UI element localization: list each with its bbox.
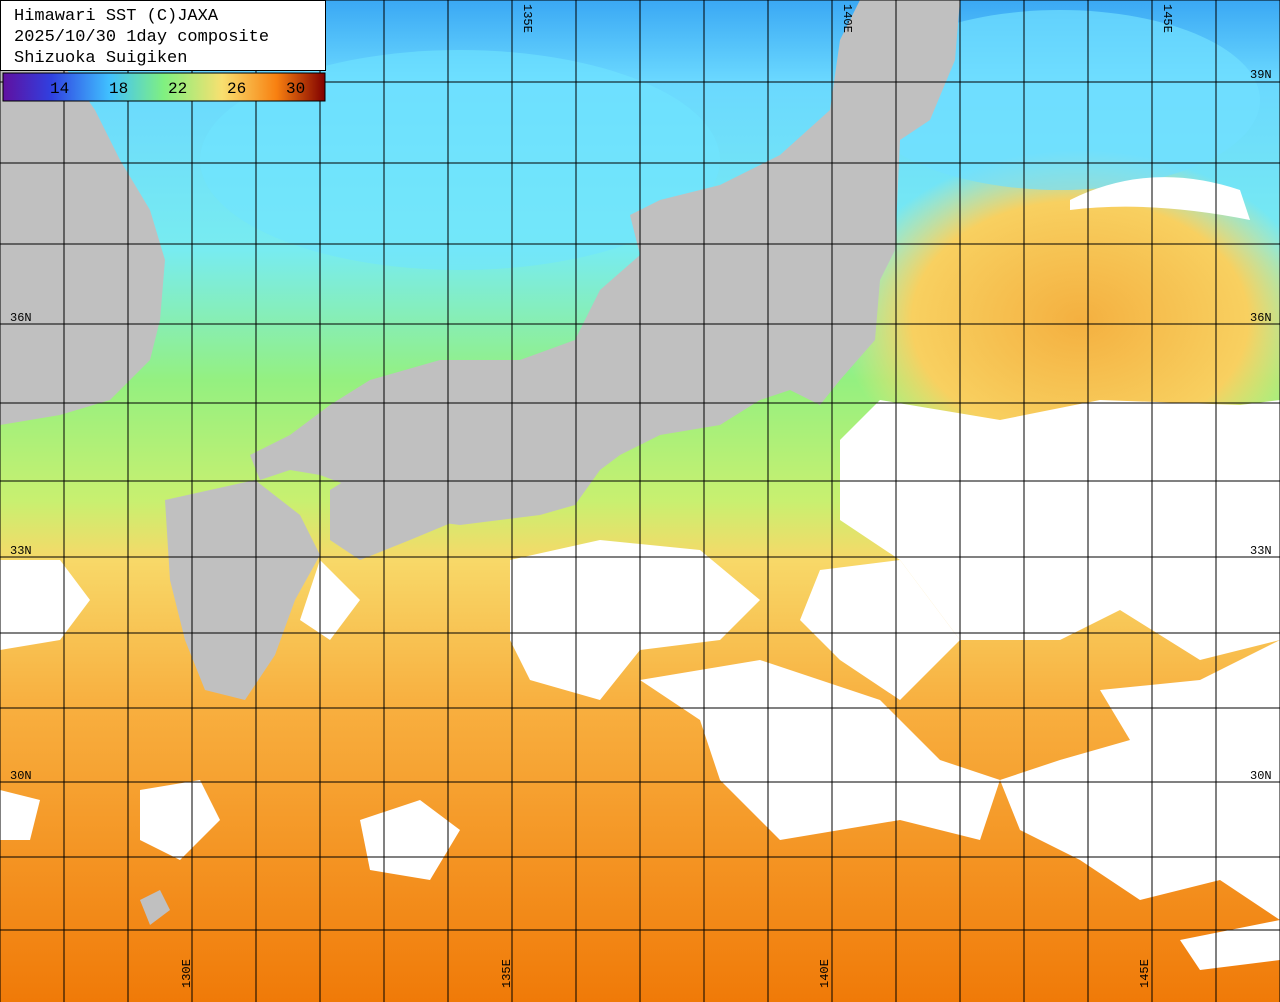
lon-label: 130E: [180, 959, 194, 988]
lat-label: 30N: [10, 769, 32, 783]
color-bar-label: 14: [50, 80, 69, 98]
lat-label: 30N: [1250, 769, 1272, 783]
color-bar-label: 30: [286, 80, 305, 98]
lon-label: 140E: [840, 4, 854, 33]
lat-label: 39N: [1250, 68, 1272, 82]
lon-label: 145E: [1138, 959, 1152, 988]
header-line: Himawari SST (C)JAXA: [14, 7, 219, 26]
lon-label: 140E: [818, 959, 832, 988]
color-bar: [2, 72, 326, 102]
header-box: [0, 0, 326, 71]
clouds: [0, 177, 1280, 970]
header-line: Shizuoka Suigiken: [14, 49, 187, 68]
lon-label: 145E: [1160, 4, 1174, 33]
lat-label: 36N: [10, 311, 32, 325]
color-bar-label: 22: [168, 80, 187, 98]
header-line: 2025/10/30 1day composite: [14, 28, 269, 47]
lat-label: 33N: [1250, 544, 1272, 558]
color-bar-label: 26: [227, 80, 246, 98]
lat-label: 33N: [10, 544, 32, 558]
legend: Himawari SST (C)JAXA 2025/10/30 1day com…: [0, 0, 326, 102]
lon-label: 135E: [520, 4, 534, 33]
land: [0, 0, 960, 925]
lat-label: 36N: [1250, 311, 1272, 325]
color-bar-label: 18: [109, 80, 128, 98]
lon-label: 135E: [500, 959, 514, 988]
